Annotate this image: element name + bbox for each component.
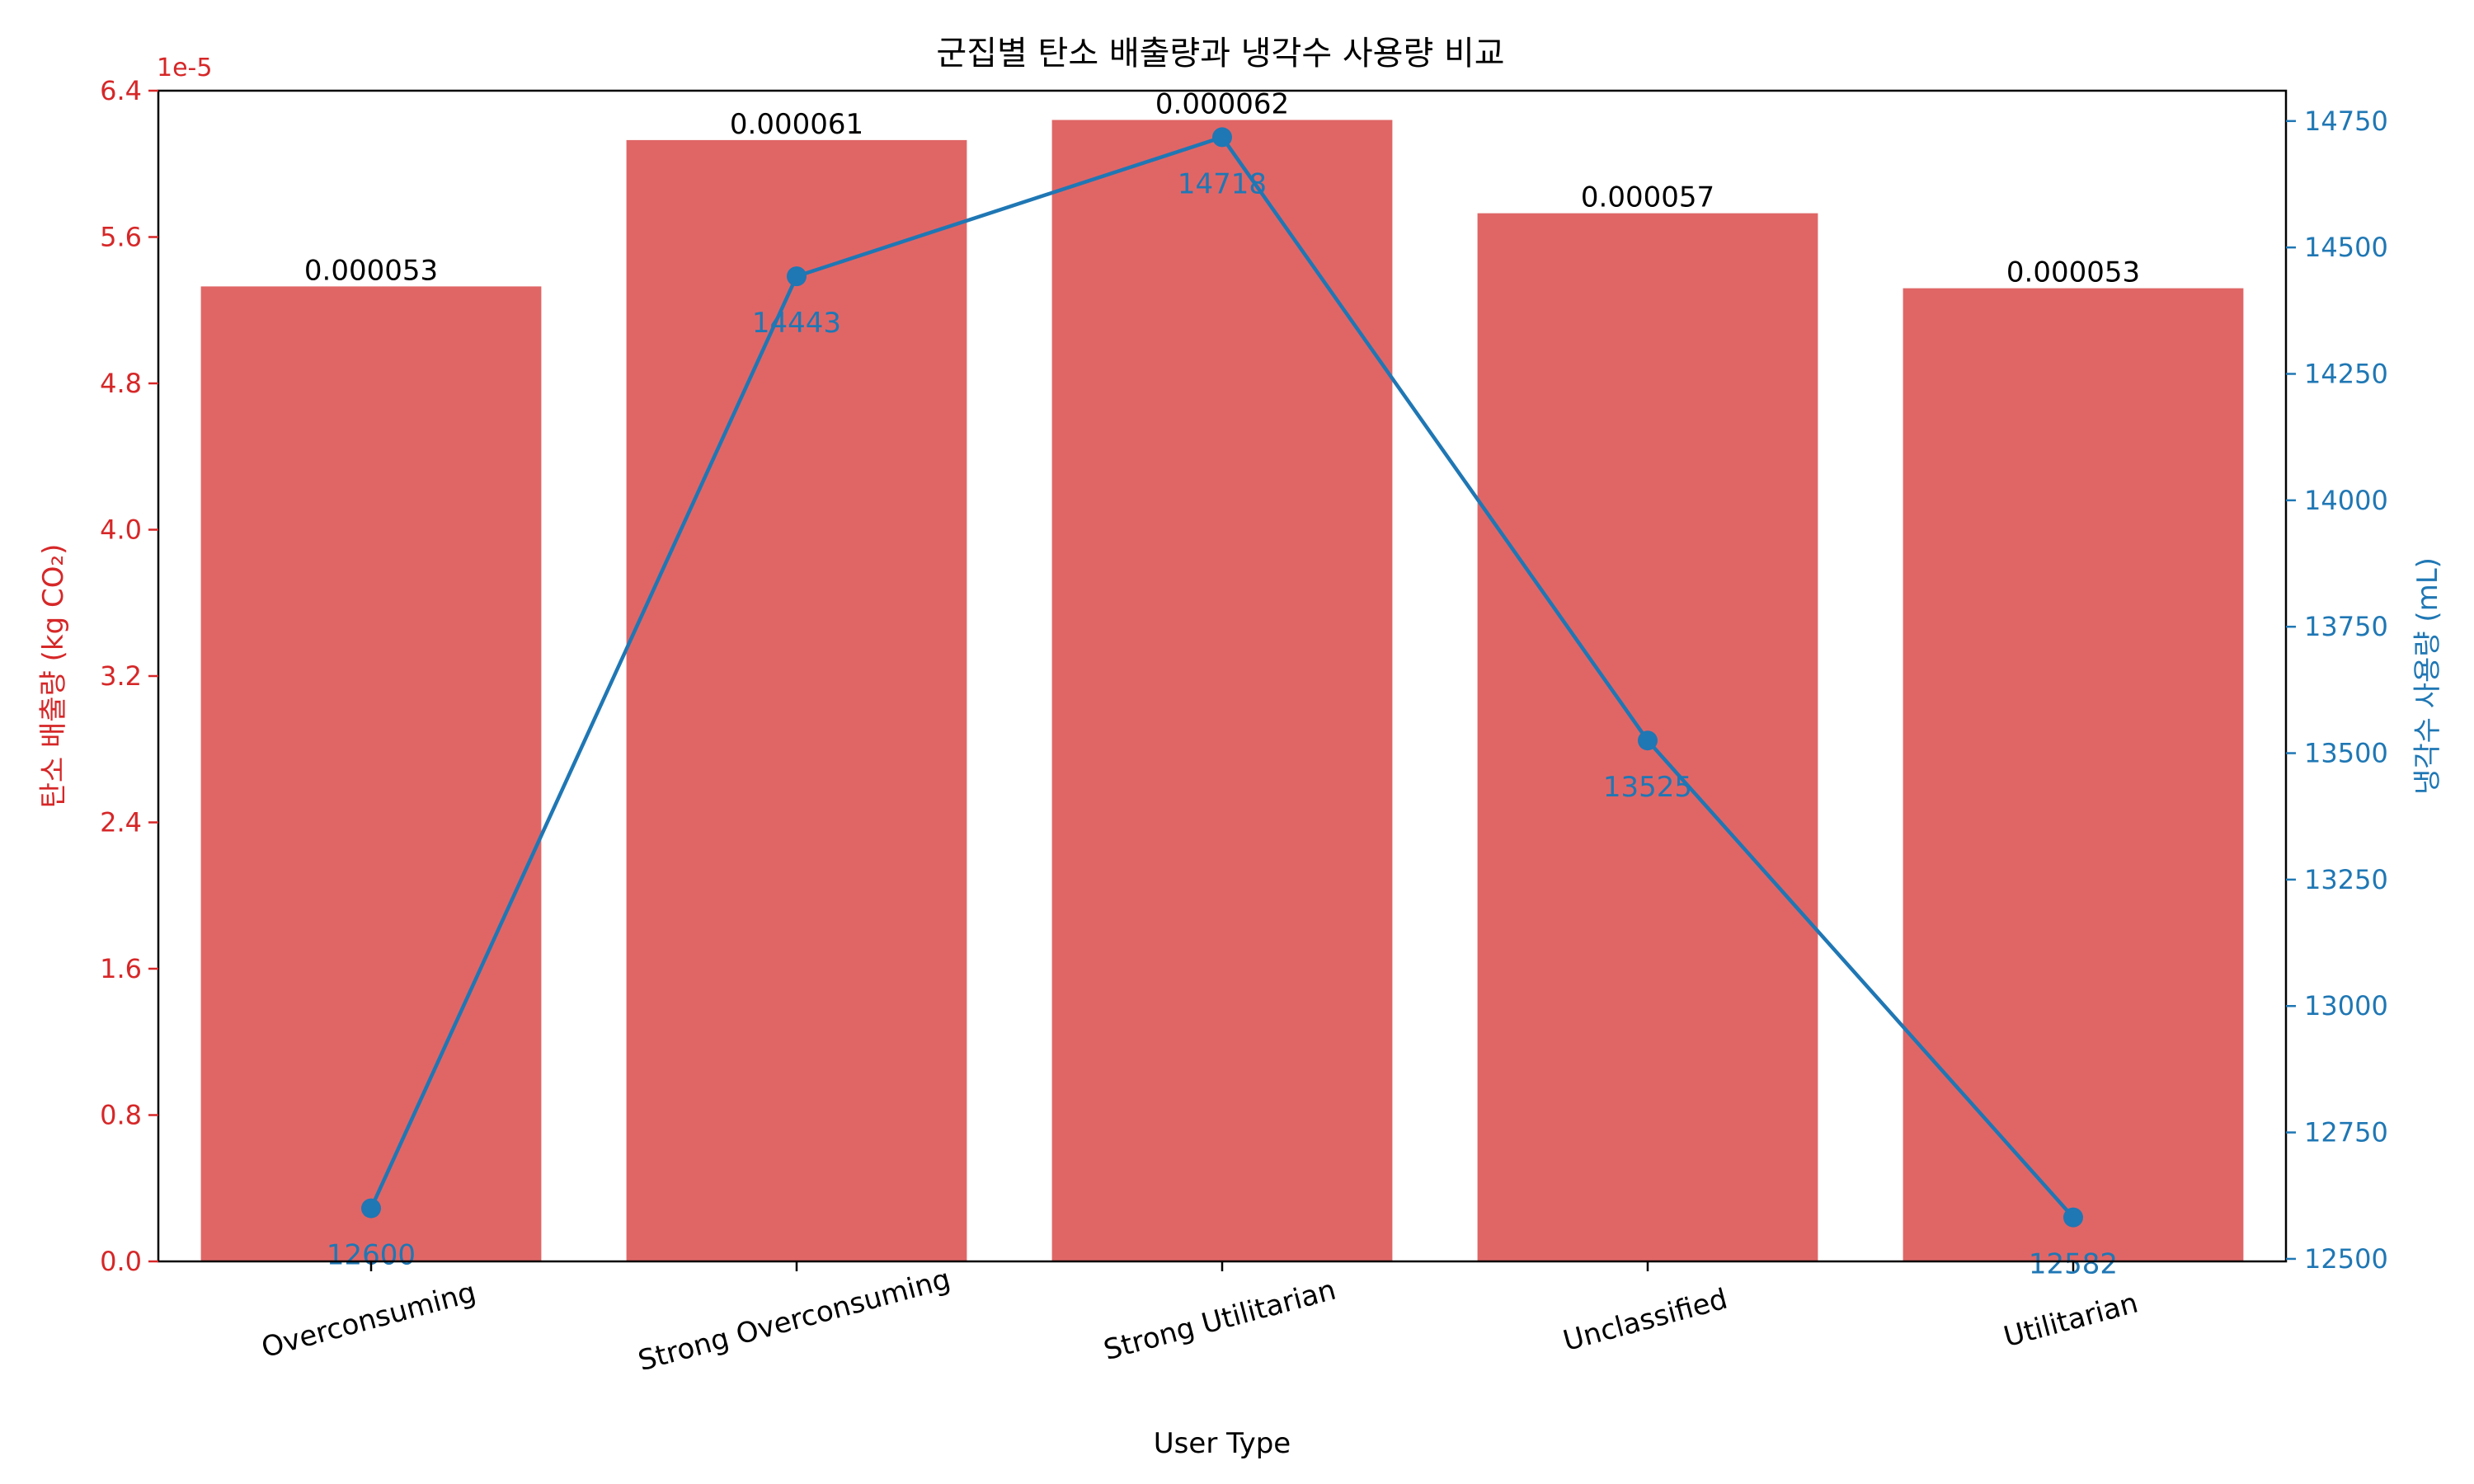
left-axis-label: 탄소 배출량 (kg CO₂) <box>37 544 70 809</box>
x-tick-label: Strong Overconsuming <box>635 1263 954 1378</box>
bar-value-label: 0.000053 <box>2006 256 2140 289</box>
left-y-tick-label: 1.6 <box>100 953 142 984</box>
x-tick-label: Utilitarian <box>2001 1287 2142 1355</box>
line-point <box>1212 127 1232 148</box>
line-value-label: 14718 <box>1178 167 1267 200</box>
left-y-tick-label: 5.6 <box>100 222 142 253</box>
right-y-tick-label: 12750 <box>2304 1117 2388 1148</box>
x-tick-label: Unclassified <box>1559 1283 1731 1358</box>
right-y-tick-label: 14000 <box>2304 485 2388 516</box>
line-point <box>787 266 807 287</box>
line-point <box>361 1198 381 1219</box>
bar <box>626 139 967 1261</box>
line-value-label: 14443 <box>752 307 841 340</box>
right-y-tick-label: 14250 <box>2304 358 2388 389</box>
bar-value-label: 0.000061 <box>730 108 863 141</box>
right-y-tick-label: 13000 <box>2304 990 2388 1021</box>
x-tick-label: Overconsuming <box>258 1275 479 1364</box>
bar-value-label: 0.000057 <box>1581 181 1714 214</box>
line-point <box>1638 730 1658 751</box>
bar-value-label: 0.000053 <box>304 254 438 287</box>
bar <box>1903 288 2244 1261</box>
chart-title: 군집별 탄소 배출량과 냉각수 사용량 비교 <box>936 35 1504 73</box>
x-axis-label: User Type <box>1154 1427 1291 1460</box>
left-y-tick-label: 0.8 <box>100 1100 142 1131</box>
left-y-tick-label: 4.8 <box>100 368 142 399</box>
right-y-tick-label: 13750 <box>2304 611 2388 642</box>
right-y-tick-label: 13250 <box>2304 864 2388 895</box>
right-axis-label: 냉각수 사용량 (mL) <box>2411 557 2444 795</box>
right-y-tick-label: 12500 <box>2304 1243 2388 1275</box>
left-y-tick-label: 4.0 <box>100 514 142 546</box>
line-value-label: 13525 <box>1603 771 1692 804</box>
bar <box>200 286 542 1261</box>
left-y-tick-label: 2.4 <box>100 807 142 838</box>
right-y-tick-label: 14750 <box>2304 106 2388 137</box>
bar <box>1051 120 1393 1261</box>
right-y-tick-label: 14500 <box>2304 232 2388 263</box>
left-y-tick-label: 6.4 <box>100 75 142 106</box>
left-y-tick-label: 0.0 <box>100 1246 142 1277</box>
bar-value-label: 0.000062 <box>1155 88 1289 121</box>
right-y-tick-label: 13500 <box>2304 738 2388 769</box>
left-axis-exponent: 1e-5 <box>157 54 212 82</box>
x-tick-label: Strong Utilitarian <box>1100 1274 1339 1368</box>
line-point <box>2063 1207 2083 1228</box>
left-y-tick-label: 3.2 <box>100 660 142 692</box>
